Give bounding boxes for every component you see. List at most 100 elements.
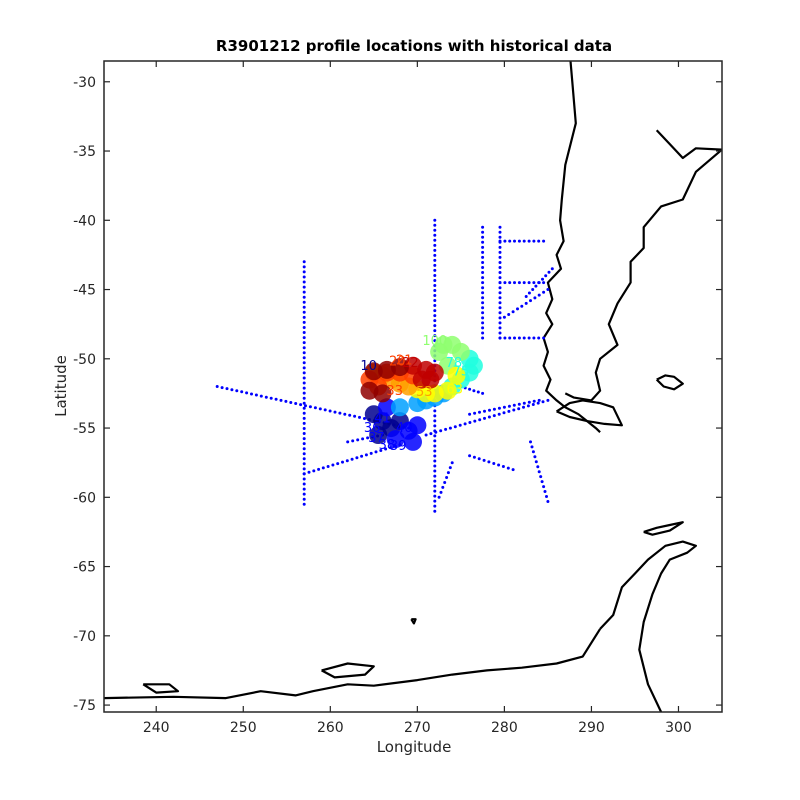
historical-data-point: [384, 447, 388, 451]
historical-data-point: [503, 336, 507, 340]
historical-data-point: [433, 464, 437, 468]
historical-data-point: [502, 411, 506, 415]
y-tick-label: -60: [73, 490, 96, 506]
historical-data-point: [328, 409, 332, 413]
historical-data-point: [468, 412, 472, 416]
historical-data-point: [355, 456, 359, 460]
historical-data-point: [536, 465, 540, 469]
historical-data-point: [483, 416, 486, 420]
historical-data-point: [358, 415, 361, 419]
historical-data-point: [307, 470, 311, 474]
coastline-canning-island: [142, 683, 180, 694]
profile-location-marker: [408, 416, 427, 435]
profile-location-marker: [386, 430, 405, 449]
historical-data-point: [544, 274, 548, 278]
historical-data-point: [230, 388, 234, 392]
historical-data-point: [497, 463, 501, 467]
historical-data-point: [313, 406, 317, 410]
coastline-tierra-del-fuego: [556, 399, 624, 427]
historical-data-point: [443, 481, 447, 484]
historical-data-point: [302, 386, 306, 390]
historical-data-point: [433, 233, 437, 237]
historical-data-point: [433, 304, 437, 307]
historical-data-point: [302, 457, 306, 461]
historical-data-point: [341, 460, 344, 464]
historical-data-point: [533, 296, 537, 300]
historical-data-point: [476, 390, 480, 394]
historical-data-point: [481, 326, 485, 330]
historical-data-point: [527, 281, 531, 285]
historical-data-point: [445, 476, 449, 479]
historical-data-point: [302, 411, 306, 415]
historical-data-point: [361, 437, 365, 441]
historical-data-point: [498, 276, 502, 280]
historical-data-point: [513, 281, 516, 285]
coastline-falklands: [655, 374, 684, 391]
historical-data-point: [498, 261, 502, 264]
historical-data-point: [524, 295, 528, 298]
historical-data-point: [481, 245, 485, 249]
historical-data-point: [508, 239, 512, 243]
historical-data-point: [302, 472, 306, 476]
historical-data-point: [453, 425, 457, 429]
historical-data-point: [537, 293, 541, 297]
historical-data-point: [483, 409, 486, 413]
historical-data-point: [433, 238, 437, 242]
historical-data-point: [444, 427, 448, 431]
historical-data-point: [537, 398, 541, 402]
historical-data-point: [433, 223, 437, 227]
historical-data-point: [541, 277, 544, 281]
historical-data-point: [433, 489, 437, 493]
historical-data-point: [481, 266, 485, 269]
historical-data-point: [302, 315, 306, 319]
historical-data-point: [302, 346, 306, 350]
historical-data-point: [302, 341, 306, 345]
historical-data-point: [302, 462, 306, 466]
coastline-south-america-west-coast: [542, 61, 601, 433]
historical-data-point: [433, 274, 437, 277]
historical-data-point: [348, 413, 352, 417]
historical-data-point: [363, 417, 366, 420]
historical-data-point: [481, 291, 485, 295]
historical-data-point: [498, 235, 502, 239]
historical-data-point: [498, 291, 502, 295]
historical-data-point: [302, 371, 306, 375]
historical-data-point: [512, 408, 516, 412]
historical-data-point: [302, 295, 306, 299]
historical-data-point: [481, 230, 485, 234]
historical-data-point: [516, 307, 519, 311]
historical-data-point: [302, 285, 306, 289]
historical-data-point: [501, 465, 505, 468]
historical-data-point: [254, 393, 258, 397]
historical-data-point: [498, 311, 502, 315]
historical-data-point: [433, 324, 437, 328]
historical-data-point: [302, 502, 306, 506]
y-tick-label: -55: [73, 421, 96, 437]
historical-data-point: [433, 454, 437, 458]
historical-data-point: [481, 281, 485, 285]
historical-data-point: [360, 454, 364, 458]
historical-data-point: [336, 462, 340, 466]
historical-data-point: [279, 398, 283, 402]
historical-data-point: [511, 310, 515, 314]
x-tick-label: 300: [665, 720, 692, 736]
y-tick-label: -65: [73, 560, 96, 576]
historical-data-point: [433, 309, 437, 313]
historical-data-point: [433, 263, 437, 267]
profile-number-label: 20: [389, 355, 406, 370]
historical-data-point: [318, 407, 322, 411]
historical-data-point: [274, 397, 278, 401]
historical-data-point: [433, 439, 437, 443]
historical-data-point: [498, 266, 502, 269]
historical-data-point: [433, 474, 437, 478]
profile-number-label: 38: [379, 438, 396, 453]
historical-data-point: [345, 459, 349, 463]
historical-data-point: [541, 400, 545, 404]
profile-location-marker: [404, 432, 422, 451]
historical-data-point: [302, 452, 306, 456]
historical-data-point: [537, 281, 541, 285]
historical-data-point: [481, 391, 485, 395]
historical-data-point: [302, 492, 306, 496]
chart-title: R3901212 profile locations with historic…: [216, 37, 612, 55]
historical-data-point: [259, 394, 263, 398]
